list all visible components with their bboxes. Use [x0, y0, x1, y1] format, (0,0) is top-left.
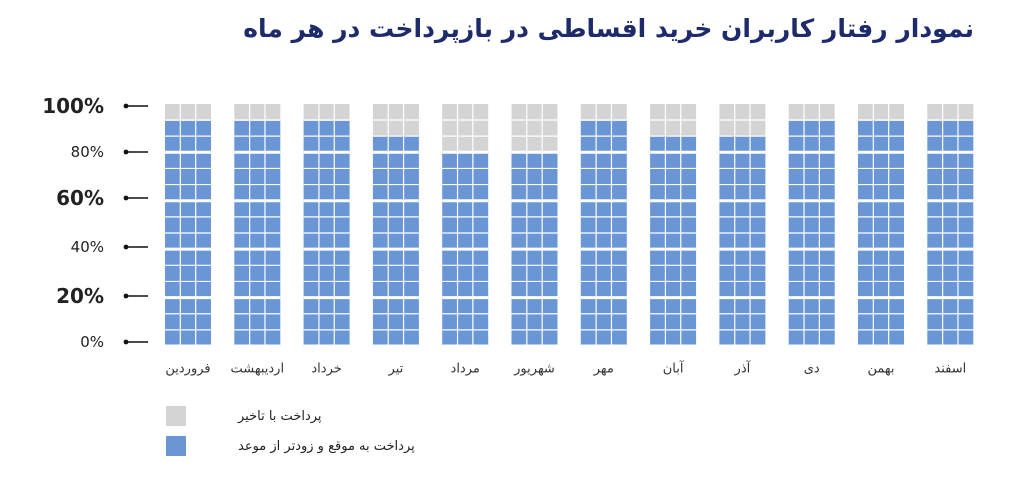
legend-label-ontime: پرداخت به موقع و زودتر از موعد	[238, 438, 415, 454]
bar-grid-11	[927, 104, 974, 348]
legend-swatch-ontime	[166, 436, 186, 456]
x-tick-label: بهمن	[867, 362, 894, 377]
y-tick-label: 40%	[71, 238, 104, 256]
x-tick-label: خرداد	[311, 362, 341, 377]
bar-grid-1	[234, 104, 281, 348]
legend-swatch-late	[166, 406, 186, 426]
y-tick-label: 60%	[56, 186, 104, 210]
x-tick-label: تیر	[388, 362, 404, 377]
legend-item-late: پرداخت با تاخیر	[166, 401, 415, 431]
legend-item-ontime: پرداخت به موقع و زودتر از موعد	[166, 431, 415, 461]
bar-late-4	[442, 104, 489, 153]
bar-grid-0	[165, 104, 211, 348]
bar-grid-3	[372, 104, 419, 348]
bar-grid-5	[511, 104, 558, 348]
bar-late-2	[303, 104, 350, 121]
bar-late-0	[165, 104, 211, 121]
y-tick-dot	[123, 195, 129, 201]
legend: پرداخت با تاخیر پرداخت به موقع و زودتر ا…	[166, 401, 415, 461]
bar-grid-6	[580, 104, 627, 348]
bar-late-10	[858, 104, 904, 121]
x-tick-label: اردیبهشت	[231, 362, 285, 377]
bar-grid-8	[719, 104, 766, 348]
y-tick-label: 100%	[42, 94, 104, 118]
bar-late-6	[580, 104, 627, 121]
x-tick-label: فروردین	[165, 362, 210, 377]
x-tick-label: آبان	[663, 360, 685, 377]
y-tick-dot	[123, 293, 129, 299]
x-tick-label: مرداد	[451, 362, 480, 377]
y-tick-label: 0%	[80, 333, 104, 351]
x-tick-label: مهر	[593, 362, 614, 377]
bar-grid-10	[858, 104, 904, 348]
x-tick-label: دی	[804, 362, 820, 377]
bar-grid-4	[442, 104, 489, 348]
x-tick-label: شهریور	[513, 362, 555, 377]
y-tick-dot	[123, 103, 129, 109]
bar-grid-7	[650, 104, 697, 348]
y-tick-dot	[123, 149, 129, 155]
chart-title: نمودار رفتار کاربران خرید اقساطی در بازپ…	[243, 14, 974, 43]
bar-late-9	[788, 104, 835, 121]
x-tick-label: آذر	[734, 360, 752, 377]
bar-grid-9	[788, 104, 835, 348]
bar-grid-2	[303, 104, 350, 348]
y-tick-label: 20%	[56, 284, 104, 308]
bar-ontime-8	[719, 135, 766, 346]
bar-ontime-7	[650, 135, 697, 346]
bar-late-5	[511, 104, 558, 153]
y-tick-dot	[123, 339, 129, 345]
bar-late-11	[927, 104, 974, 121]
bar-late-1	[234, 104, 281, 121]
bar-ontime-3	[372, 135, 419, 346]
y-tick-dot	[123, 244, 129, 250]
legend-label-late: پرداخت با تاخیر	[238, 408, 322, 424]
x-tick-label: اسفند	[934, 362, 966, 377]
y-tick-label: 80%	[71, 143, 104, 161]
